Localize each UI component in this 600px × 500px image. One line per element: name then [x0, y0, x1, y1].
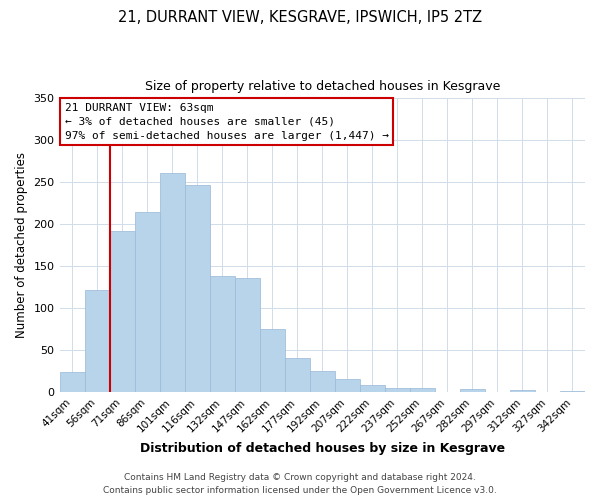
- Bar: [110, 231, 134, 392]
- Bar: [260, 329, 285, 392]
- Text: 21, DURRANT VIEW, KESGRAVE, IPSWICH, IP5 2TZ: 21, DURRANT VIEW, KESGRAVE, IPSWICH, IP5…: [118, 10, 482, 25]
- Bar: [209, 276, 235, 392]
- Text: 21 DURRANT VIEW: 63sqm
← 3% of detached houses are smaller (45)
97% of semi-deta: 21 DURRANT VIEW: 63sqm ← 3% of detached …: [65, 102, 389, 141]
- Bar: [285, 358, 310, 392]
- Bar: [510, 390, 535, 392]
- Text: Contains HM Land Registry data © Crown copyright and database right 2024.
Contai: Contains HM Land Registry data © Crown c…: [103, 474, 497, 495]
- Bar: [59, 372, 85, 392]
- Bar: [134, 212, 160, 392]
- Bar: [185, 184, 209, 392]
- Bar: [235, 278, 260, 392]
- Bar: [85, 290, 110, 392]
- Bar: [310, 371, 335, 392]
- Bar: [385, 388, 410, 392]
- Bar: [360, 385, 385, 392]
- X-axis label: Distribution of detached houses by size in Kesgrave: Distribution of detached houses by size …: [140, 442, 505, 455]
- Bar: [335, 378, 360, 392]
- Y-axis label: Number of detached properties: Number of detached properties: [15, 152, 28, 338]
- Bar: [410, 388, 435, 392]
- Bar: [160, 173, 185, 392]
- Bar: [560, 391, 585, 392]
- Bar: [460, 388, 485, 392]
- Title: Size of property relative to detached houses in Kesgrave: Size of property relative to detached ho…: [145, 80, 500, 93]
